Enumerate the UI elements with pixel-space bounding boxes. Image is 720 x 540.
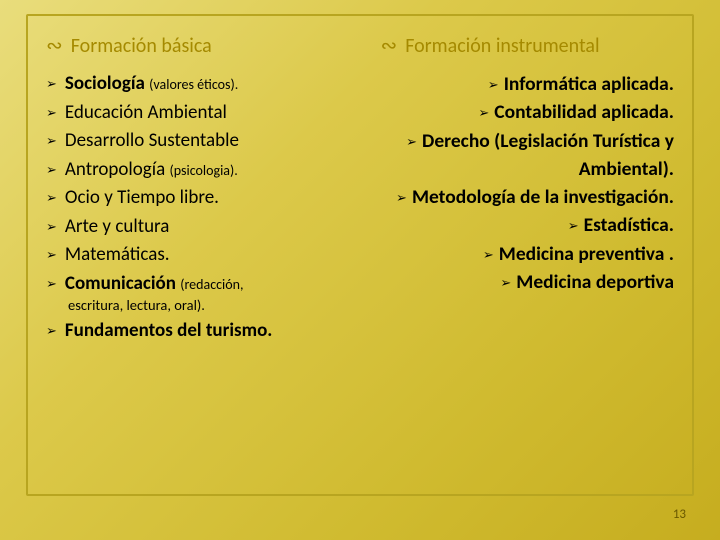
bullet-icon: ➢: [500, 276, 511, 291]
list-item-text: Derecho (Legislación Turística y Ambient…: [422, 129, 674, 181]
list-item: ➢ Comunicación (redacción,: [46, 270, 370, 299]
list-item: ➢ Sociología (valores éticos).: [46, 70, 370, 99]
list-item: ➢ Matemáticas.: [46, 241, 370, 270]
bullet-icon: ➢: [488, 78, 499, 93]
bullet-icon: ➢: [568, 219, 579, 234]
list-item: ➢ Arte y cultura: [46, 213, 370, 242]
list-item: ➢ Estadística.: [380, 211, 674, 239]
list-item-text: Comunicación (redacción,: [65, 270, 244, 299]
left-heading-text: Formación básica: [71, 34, 212, 58]
right-heading: ∾ Formación instrumental: [380, 34, 674, 58]
list-item-text: Arte y cultura: [65, 213, 169, 242]
left-heading: ∾ Formación básica: [46, 34, 370, 58]
list-item: ➢ Metodología de la investigación.: [380, 183, 674, 211]
right-heading-text: Formación instrumental: [405, 34, 599, 58]
heading-bullet-icon: ∾: [380, 36, 397, 56]
list-item-subline: escritura, lectura, oral).: [46, 296, 370, 314]
list-item-note: (valores éticos).: [149, 76, 238, 93]
list-item: ➢ Medicina deportiva: [380, 268, 674, 296]
list-item: ➢ Fundamentos del turismo.: [46, 317, 370, 346]
list-item-text: Informática aplicada.: [504, 72, 674, 96]
slide: ∾ Formación básica ➢ Sociología (valores …: [0, 0, 720, 540]
bullet-icon: ➢: [406, 135, 417, 150]
list-item: ➢ Informática aplicada.: [380, 70, 674, 98]
list-item: ➢ Medicina preventiva .: [380, 240, 674, 268]
list-item-text: Contabilidad aplicada.: [494, 100, 674, 124]
list-item: ➢ Antropología (psicologia).: [46, 156, 370, 185]
heading-bullet-icon: ∾: [46, 36, 63, 56]
bullet-icon: ➢: [483, 248, 494, 263]
right-list: ➢ Informática aplicada. ➢ Contabilidad apli…: [380, 70, 674, 296]
bullet-icon: ➢: [46, 161, 57, 181]
list-item-note: (redacción,: [180, 276, 243, 293]
bullet-icon: ➢: [46, 132, 57, 152]
list-item-text: Medicina deportiva: [516, 270, 674, 294]
columns: ∾ Formación básica ➢ Sociología (valores …: [46, 30, 674, 482]
right-column: ∾ Formación instrumental ➢ Informática ap…: [380, 30, 674, 482]
list-item-text: Educación Ambiental: [65, 99, 227, 128]
bullet-icon: ➢: [478, 106, 489, 121]
list-item: ➢ Ocio y Tiempo libre.: [46, 184, 370, 213]
list-item-text: Desarrollo Sustentable: [65, 127, 239, 156]
bullet-icon: ➢: [46, 218, 57, 238]
left-column: ∾ Formación básica ➢ Sociología (valores …: [46, 30, 370, 482]
list-item: ➢ Contabilidad aplicada.: [380, 98, 674, 126]
list-item-text: Matemáticas.: [65, 241, 170, 270]
bullet-icon: ➢: [46, 104, 57, 124]
content-frame: ∾ Formación básica ➢ Sociología (valores …: [26, 14, 694, 496]
bullet-icon: ➢: [46, 189, 57, 209]
bullet-icon: ➢: [46, 246, 57, 266]
bullet-icon: ➢: [396, 191, 407, 206]
left-list: ➢ Sociología (valores éticos). ➢ Educación …: [46, 70, 370, 346]
list-item-note: (psicologia).: [170, 162, 238, 179]
bullet-icon: ➢: [46, 75, 57, 95]
list-item: ➢ Educación Ambiental: [46, 99, 370, 128]
list-item-text: Fundamentos del turismo.: [65, 317, 272, 346]
list-item: ➢ Derecho (Legislación Turística y Ambien…: [380, 127, 674, 184]
page-number: 13: [673, 507, 686, 522]
list-item-text: Ocio y Tiempo libre.: [65, 184, 219, 213]
bullet-icon: ➢: [46, 322, 57, 342]
list-item: ➢ Desarrollo Sustentable: [46, 127, 370, 156]
list-item-text: Antropología (psicologia).: [65, 156, 238, 185]
list-item-text: Metodología de la investigación.: [412, 185, 674, 209]
list-item-text: Sociología (valores éticos).: [65, 70, 238, 99]
list-item-text: Medicina preventiva .: [499, 242, 674, 266]
bullet-icon: ➢: [46, 275, 57, 295]
list-item-text: Estadística.: [584, 213, 674, 237]
